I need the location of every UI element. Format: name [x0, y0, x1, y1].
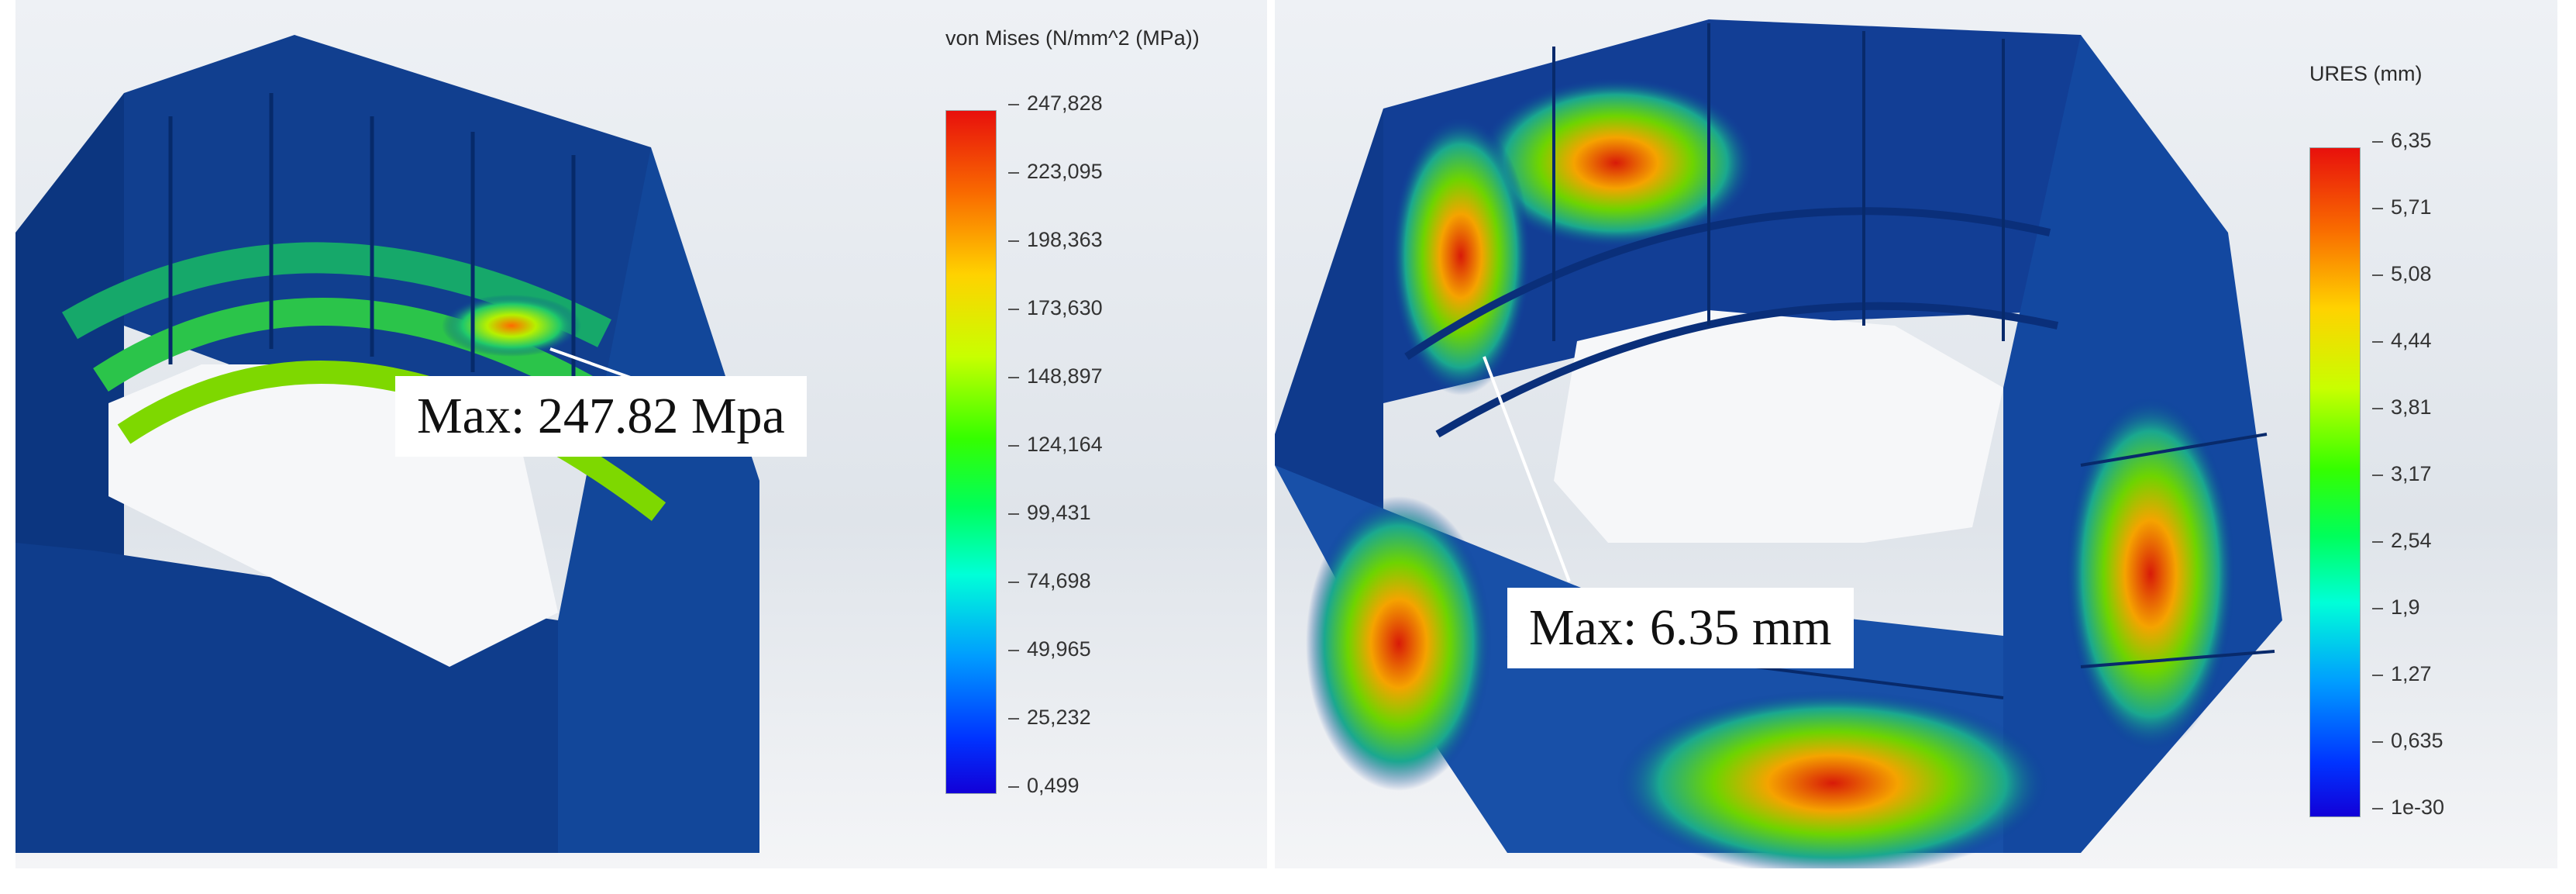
legend-colorbar — [2309, 147, 2361, 817]
stress-hotspot — [442, 295, 581, 357]
ring-band — [1435, 302, 2059, 438]
max-leader-line — [1483, 356, 1571, 582]
von-mises-plot-panel: von Mises (N/mm^2 (MPa)) 247,828 223,095… — [15, 0, 1267, 868]
legend-tick: 148,897 — [1008, 364, 1103, 388]
ring-band — [1404, 207, 2051, 361]
legend-tick: 1,9 — [2372, 595, 2420, 619]
legend-colorbar — [945, 110, 997, 794]
legend-tick: 1e-30 — [2371, 796, 2445, 819]
legend-title: URES (mm) — [2309, 62, 2423, 85]
legend-tick: 25,232 — [1008, 706, 1091, 729]
central-opening — [1554, 310, 2003, 543]
stiffener-ribs — [168, 93, 576, 388]
ring-band-middle — [93, 297, 620, 416]
displacement-hotspot — [1391, 116, 1531, 395]
legend-tick: 173,630 — [1008, 296, 1103, 319]
displacement-hotspot — [1616, 690, 2050, 868]
legend-title: von Mises (N/mm^2 (MPa)) — [945, 26, 1200, 50]
max-displacement-label: Max: 6.35 mm — [1507, 588, 1854, 668]
displacement-hotspot — [1306, 496, 1492, 791]
displacement-hotspot — [2065, 395, 2236, 752]
legend-tick: 124,164 — [1008, 433, 1103, 456]
legend-tick: 5,08 — [2372, 262, 2432, 285]
legend-tick: 49,965 — [1008, 637, 1091, 661]
legend-tick: 2,54 — [2372, 529, 2432, 552]
max-stress-label: Max: 247.82 Mpa — [395, 376, 807, 457]
legend-tick: 223,095 — [1008, 160, 1103, 183]
legend-tick: 247,828 — [1008, 91, 1103, 115]
legend-tick: 3,81 — [2372, 395, 2432, 419]
displacement-hotspot — [1476, 78, 1755, 248]
ures-plot-panel: URES (mm) 6,35 5,71 5,08 4,44 3,81 3,17 … — [1275, 0, 2557, 868]
legend-tick: 1,27 — [2372, 662, 2432, 685]
legend-tick: 3,17 — [2372, 462, 2432, 485]
legend-tick: 99,431 — [1008, 501, 1091, 524]
legend-tick: 0,499 — [1008, 774, 1080, 797]
ures-model-render — [1275, 19, 2282, 868]
legend-tick: 4,44 — [2372, 329, 2432, 352]
legend-tick: 74,698 — [1008, 569, 1091, 592]
legend-tick: 5,71 — [2372, 195, 2432, 219]
legend-tick: 198,363 — [1008, 228, 1103, 251]
legend-tick: 6,35 — [2372, 129, 2432, 152]
legend-tick: 0,635 — [2372, 729, 2443, 752]
